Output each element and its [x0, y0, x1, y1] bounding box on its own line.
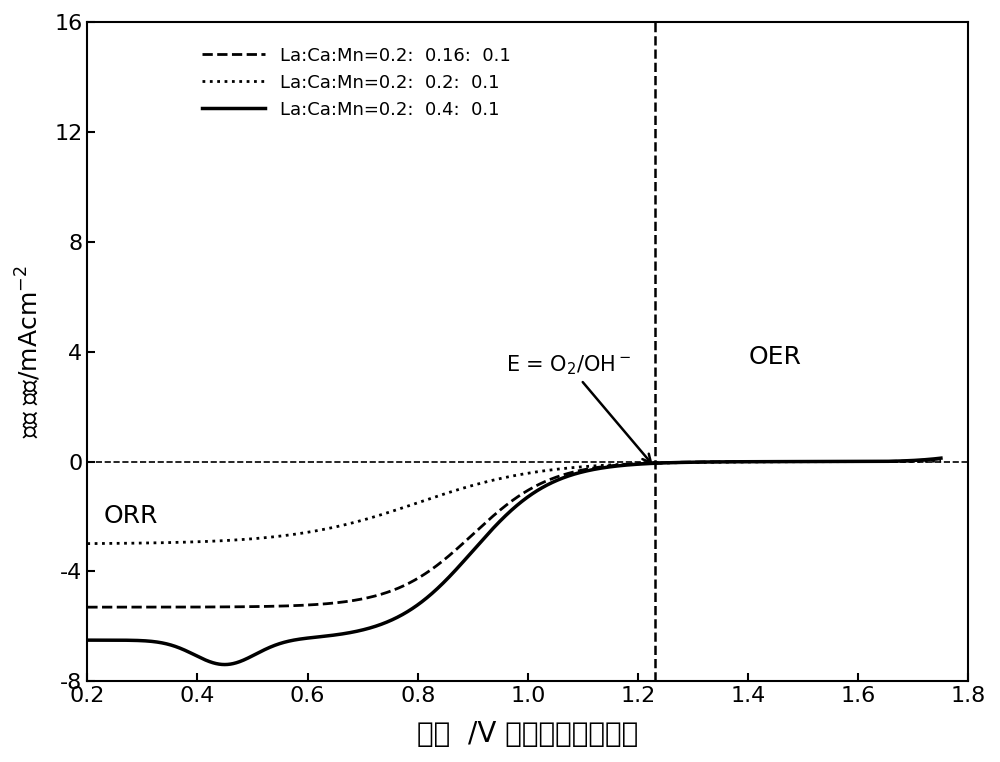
La:Ca:Mn=0.2:  0.2:  0.1: (1.72, 0.00784): 0.2: 0.1: (1.72, 0.00784)	[918, 456, 930, 466]
Legend: La:Ca:Mn=0.2:  0.16:  0.1, La:Ca:Mn=0.2:  0.2:  0.1, La:Ca:Mn=0.2:  0.4:  0.1: La:Ca:Mn=0.2: 0.16: 0.1, La:Ca:Mn=0.2: 0…	[193, 37, 520, 127]
Text: E = O$_2$/OH$^-$: E = O$_2$/OH$^-$	[506, 354, 651, 463]
La:Ca:Mn=0.2:  0.4:  0.1: (0.377, -6.86): 0.4: 0.1: (0.377, -6.86)	[179, 645, 191, 655]
La:Ca:Mn=0.2:  0.2:  0.1: (0.862, -1.09): 0.2: 0.1: (0.862, -1.09)	[446, 487, 458, 496]
La:Ca:Mn=0.2:  0.16:  0.1: (0.469, -5.29): 0.16: 0.1: (0.469, -5.29)	[229, 602, 241, 611]
La:Ca:Mn=0.2:  0.2:  0.1: (0.794, -1.54): 0.2: 0.1: (0.794, -1.54)	[409, 499, 421, 508]
La:Ca:Mn=0.2:  0.16:  0.1: (0.794, -4.32): 0.16: 0.1: (0.794, -4.32)	[409, 575, 421, 584]
La:Ca:Mn=0.2:  0.16:  0.1: (1.75, 0.101): 0.16: 0.1: (1.75, 0.101)	[935, 454, 947, 463]
La:Ca:Mn=0.2:  0.16:  0.1: (0.862, -3.35): 0.16: 0.1: (0.862, -3.35)	[446, 549, 458, 558]
La:Ca:Mn=0.2:  0.4:  0.1: (0.469, -7.33): 0.4: 0.1: (0.469, -7.33)	[230, 658, 242, 668]
La:Ca:Mn=0.2:  0.2:  0.1: (0.2, -2.99): 0.2: 0.1: (0.2, -2.99)	[81, 539, 93, 548]
La:Ca:Mn=0.2:  0.4:  0.1: (1.75, 0.124): 0.4: 0.1: (1.75, 0.124)	[935, 453, 947, 463]
La:Ca:Mn=0.2:  0.2:  0.1: (1.55, -0.00343): 0.2: 0.1: (1.55, -0.00343)	[826, 457, 838, 466]
Text: OER: OER	[748, 345, 801, 369]
La:Ca:Mn=0.2:  0.16:  0.1: (0.377, -5.3): 0.16: 0.1: (0.377, -5.3)	[179, 603, 191, 612]
Text: ORR: ORR	[104, 504, 158, 529]
La:Ca:Mn=0.2:  0.2:  0.1: (0.469, -2.86): 0.2: 0.1: (0.469, -2.86)	[229, 536, 241, 545]
Line: La:Ca:Mn=0.2:  0.2:  0.1: La:Ca:Mn=0.2: 0.2: 0.1	[87, 461, 941, 543]
La:Ca:Mn=0.2:  0.4:  0.1: (0.45, -7.39): 0.4: 0.1: (0.45, -7.39)	[219, 660, 231, 669]
La:Ca:Mn=0.2:  0.4:  0.1: (1.72, 0.0653): 0.4: 0.1: (1.72, 0.0653)	[918, 455, 930, 464]
La:Ca:Mn=0.2:  0.16:  0.1: (1.55, -0.000571): 0.16: 0.1: (1.55, -0.000571)	[826, 457, 838, 466]
X-axis label: 电压  /V 相对于可逆氢电极: 电压 /V 相对于可逆氢电极	[417, 720, 639, 748]
La:Ca:Mn=0.2:  0.4:  0.1: (0.862, -4.09): 0.4: 0.1: (0.862, -4.09)	[446, 569, 458, 578]
La:Ca:Mn=0.2:  0.2:  0.1: (1.75, 0.0202): 0.2: 0.1: (1.75, 0.0202)	[935, 456, 947, 466]
Line: La:Ca:Mn=0.2:  0.4:  0.1: La:Ca:Mn=0.2: 0.4: 0.1	[87, 458, 941, 664]
Line: La:Ca:Mn=0.2:  0.16:  0.1: La:Ca:Mn=0.2: 0.16: 0.1	[87, 459, 941, 607]
La:Ca:Mn=0.2:  0.16:  0.1: (1.72, 0.0511): 0.16: 0.1: (1.72, 0.0511)	[918, 456, 930, 465]
La:Ca:Mn=0.2:  0.16:  0.1: (0.2, -5.3): 0.16: 0.1: (0.2, -5.3)	[81, 603, 93, 612]
La:Ca:Mn=0.2:  0.4:  0.1: (0.795, -5.29): 0.4: 0.1: (0.795, -5.29)	[409, 602, 421, 611]
La:Ca:Mn=0.2:  0.4:  0.1: (1.55, -0.000695): 0.4: 0.1: (1.55, -0.000695)	[827, 457, 839, 466]
Y-axis label: 电流 密度/mAcm$^{-2}$: 电流 密度/mAcm$^{-2}$	[14, 265, 43, 438]
La:Ca:Mn=0.2:  0.2:  0.1: (0.377, -2.93): 0.2: 0.1: (0.377, -2.93)	[179, 538, 191, 547]
La:Ca:Mn=0.2:  0.4:  0.1: (0.2, -6.5): 0.4: 0.1: (0.2, -6.5)	[81, 636, 93, 645]
